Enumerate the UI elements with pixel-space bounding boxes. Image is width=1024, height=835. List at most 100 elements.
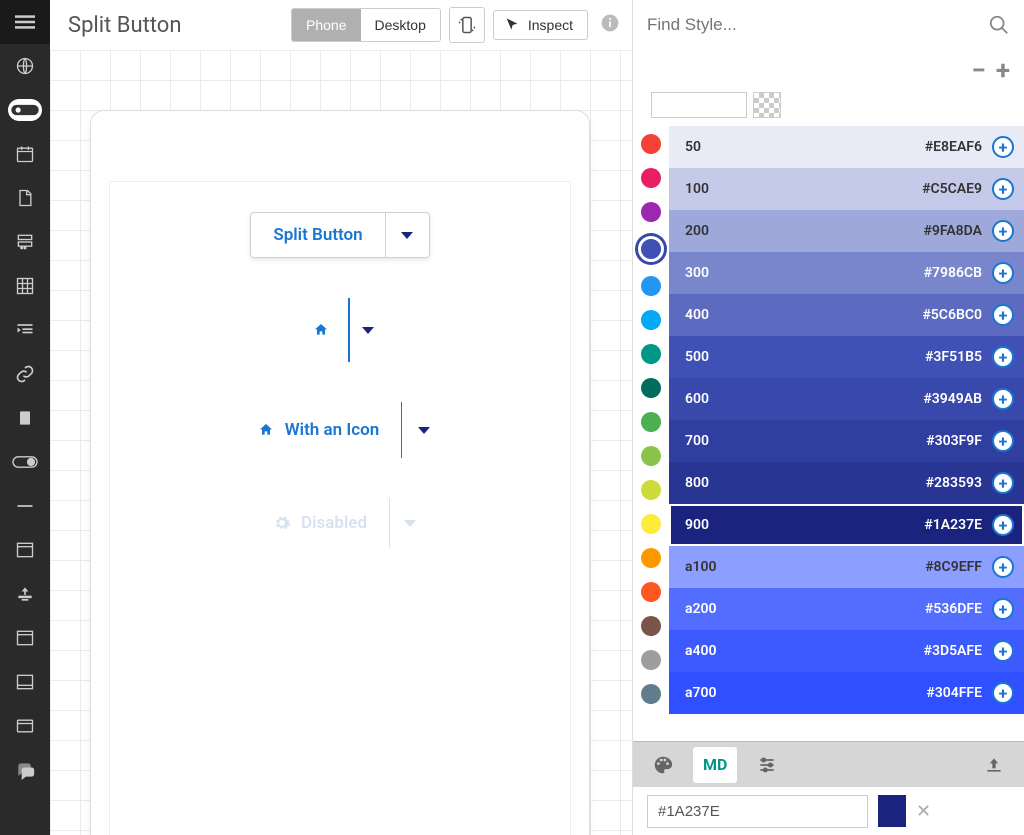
calendar-icon[interactable] [0,132,50,176]
hex-input[interactable] [647,795,868,828]
transparency-swatch[interactable] [753,92,781,118]
hue-dot[interactable] [641,446,661,466]
document-icon[interactable] [0,176,50,220]
panel2-icon[interactable] [0,660,50,704]
upload-icon[interactable] [0,572,50,616]
menu-hamburger-icon[interactable] [0,0,50,44]
info-icon[interactable] [600,13,620,37]
add-shade-button[interactable]: + [992,178,1014,200]
add-shade-button[interactable]: + [992,556,1014,578]
shade-hex: #3949AB [923,391,982,407]
indent-icon[interactable] [0,308,50,352]
globe-icon[interactable] [0,44,50,88]
hue-dot[interactable] [641,650,661,670]
hue-dot[interactable] [641,344,661,364]
add-shade-button[interactable]: + [992,430,1014,452]
shade-row[interactable]: 600#3949AB+ [669,378,1024,420]
shade-hex: #7986CB [924,265,982,281]
material-design-tab[interactable]: MD [693,747,737,783]
divider-icon[interactable] [0,484,50,528]
hue-dot[interactable] [641,684,661,704]
current-color-swatch[interactable] [651,92,747,118]
grid-icon[interactable] [0,264,50,308]
hue-dot[interactable] [641,412,661,432]
shade-row[interactable]: 50#E8EAF6+ [669,126,1024,168]
hue-dot[interactable] [638,236,664,262]
desktop-view-button[interactable]: Desktop [361,9,440,41]
shade-row[interactable]: 100#C5CAE9+ [669,168,1024,210]
hue-dot[interactable] [641,168,661,188]
shade-row[interactable]: a700#304FFE+ [669,672,1024,714]
hue-dot[interactable] [641,616,661,636]
collapse-plus-button[interactable]: + [996,58,1010,84]
add-shade-button[interactable]: + [992,262,1014,284]
add-shade-button[interactable]: + [992,388,1014,410]
add-shade-button[interactable]: + [992,514,1014,536]
split-button-icon[interactable] [294,298,348,362]
toggle-icon[interactable] [0,440,50,484]
upload-palette-icon[interactable] [974,747,1014,783]
hue-dot[interactable] [641,582,661,602]
link-icon[interactable] [0,352,50,396]
shade-hex: #9FA8DA [924,223,983,239]
shade-row[interactable]: 700#303F9F+ [669,420,1024,462]
add-shade-button[interactable]: + [992,136,1014,158]
hue-dot[interactable] [641,548,661,568]
shade-row[interactable]: a200#536DFE+ [669,588,1024,630]
shade-row[interactable]: 500#3F51B5+ [669,336,1024,378]
split-button-caret[interactable] [385,213,429,257]
hue-dot[interactable] [641,310,661,330]
sliders-icon[interactable] [747,747,787,783]
split-button-icon-only[interactable] [294,298,386,362]
panel-icon[interactable] [0,616,50,660]
chat-icon[interactable] [0,748,50,792]
shade-label: 300 [685,265,709,281]
hue-dot[interactable] [641,378,661,398]
inspect-button[interactable]: Inspect [493,10,588,40]
shade-row[interactable]: 400#5C6BC0+ [669,294,1024,336]
split-button-main: Disabled [251,498,389,548]
split-button-caret[interactable] [348,298,386,362]
shade-row[interactable]: 800#283593+ [669,462,1024,504]
add-shade-button[interactable]: + [992,220,1014,242]
shade-label: 800 [685,475,709,491]
collapse-minus-button[interactable]: − [971,58,985,84]
shade-row[interactable]: a400#3D5AFE+ [669,630,1024,672]
phone-view-button[interactable]: Phone [292,9,360,41]
shade-hex: #5C6BC0 [922,307,982,323]
shade-hex: #304FFE [926,685,982,701]
card-icon[interactable] [0,704,50,748]
add-shade-button[interactable]: + [992,598,1014,620]
form-icon[interactable] [0,220,50,264]
rotate-device-button[interactable] [449,7,485,43]
split-button-caret[interactable] [401,402,445,458]
style-search-input[interactable] [647,15,988,35]
split-button-label[interactable]: Split Button [251,213,384,257]
shade-row[interactable]: a100#8C9EFF+ [669,546,1024,588]
window-icon[interactable] [0,528,50,572]
palette-icon[interactable] [643,747,683,783]
shade-row[interactable]: 300 #7986CB + [669,252,1024,294]
add-shade-button[interactable]: + [992,304,1014,326]
split-button-disabled: Disabled [251,498,429,548]
shade-label: 500 [685,349,709,365]
container-icon[interactable] [0,396,50,440]
shade-row[interactable]: 200#9FA8DA+ [669,210,1024,252]
hue-dot[interactable] [641,480,661,500]
add-shade-button[interactable]: + [992,472,1014,494]
add-shade-button[interactable]: + [992,640,1014,662]
split-button-with-icon[interactable]: With an Icon [235,402,446,458]
split-button-default[interactable]: Split Button [250,212,429,258]
shade-row[interactable]: 900#1A237E+ [669,504,1024,546]
add-shade-button[interactable]: + [992,682,1014,704]
split-button-main[interactable]: With an Icon [235,402,402,458]
hue-dot[interactable] [641,134,661,154]
add-shade-button[interactable]: + [992,346,1014,368]
hue-dot[interactable] [641,276,661,296]
page-title: Split Button [68,13,181,38]
button-component-icon[interactable] [8,99,42,121]
hue-dot[interactable] [641,202,661,222]
search-icon[interactable] [988,14,1010,36]
hue-dot[interactable] [641,514,661,534]
clear-hex-button[interactable]: ✕ [916,801,931,822]
